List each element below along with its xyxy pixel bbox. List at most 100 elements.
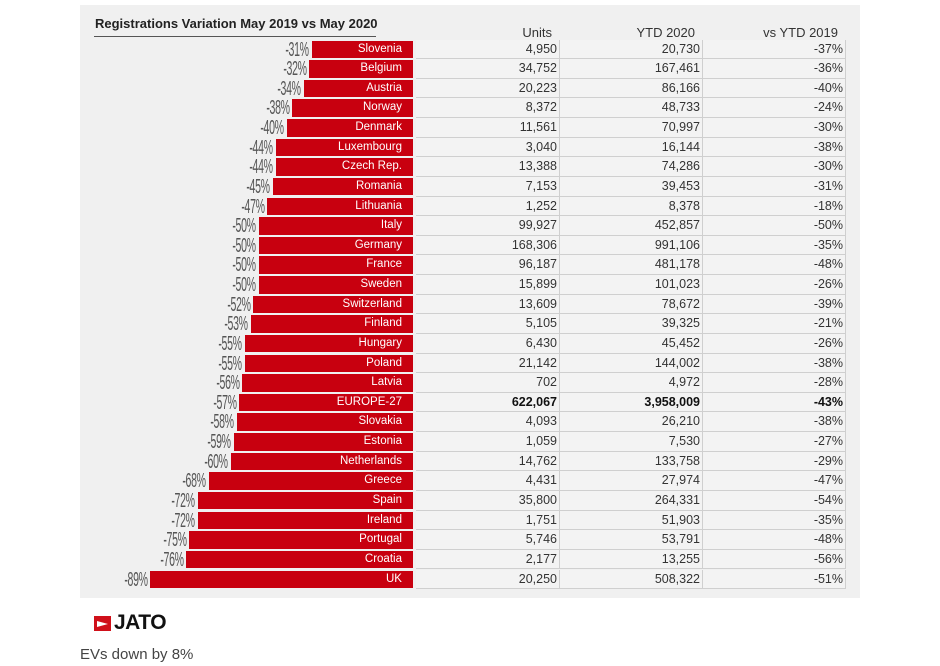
vs-ytd-2019-cell: -21% — [703, 314, 846, 334]
ytd-2020-cell: 264,331 — [560, 490, 703, 511]
variation-label: -34% — [277, 76, 301, 100]
vs-ytd-2019-cell: -30% — [703, 118, 846, 138]
bar: Belgium — [309, 60, 413, 78]
variation-label: -55% — [218, 351, 243, 375]
vs-ytd-2019-cell: -30% — [703, 157, 846, 177]
variation-label: -59% — [207, 430, 232, 453]
bar: France — [259, 256, 413, 274]
table-row: -55% Hungary 6,430 45,452 -26% — [0, 332, 940, 355]
units-cell: 34,752 — [416, 59, 560, 79]
units-cell: 5,105 — [416, 314, 560, 334]
ytd-2020-cell: 48,733 — [560, 98, 703, 118]
ytd-2020-cell: 4,972 — [560, 373, 703, 393]
vs-ytd-2019-cell: -40% — [703, 78, 846, 99]
units-cell: 8,372 — [416, 98, 560, 118]
variation-label: -44% — [249, 155, 273, 179]
variation-label: -50% — [232, 214, 257, 238]
ytd-2020-cell: 78,672 — [560, 294, 703, 315]
ytd-2020-cell: 39,453 — [560, 176, 703, 197]
ytd-2020-cell: 27,974 — [560, 471, 703, 491]
table-row: -47% Lithuania 1,252 8,378 -18% — [0, 195, 940, 217]
table-row: -50% Germany 168,306 991,106 -35% — [0, 233, 940, 257]
units-cell: 622,067 — [416, 392, 560, 413]
bar: Latvia — [242, 374, 413, 392]
units-cell: 4,093 — [416, 412, 560, 433]
vs-ytd-2019-cell: -18% — [703, 196, 846, 217]
vs-ytd-2019-cell: -56% — [703, 549, 846, 570]
ytd-2020-cell: 3,958,009 — [560, 392, 703, 413]
vs-ytd-2019-cell: -28% — [703, 373, 846, 393]
table-row: -59% Estonia 1,059 7,530 -27% — [0, 430, 940, 453]
table-row: -50% France 96,187 481,178 -48% — [0, 253, 940, 277]
units-cell: 35,800 — [416, 490, 560, 511]
bar: Italy — [259, 217, 413, 235]
bar: Portugal — [189, 531, 413, 549]
vs-ytd-2019-cell: -29% — [703, 451, 846, 472]
table-row: -68% Greece 4,431 27,974 -47% — [0, 469, 940, 492]
variation-label: -31% — [285, 37, 310, 61]
bar: UK — [150, 570, 413, 588]
bar: Slovakia — [236, 413, 413, 431]
bar: Switzerland — [253, 295, 413, 314]
variation-label: -75% — [162, 528, 187, 552]
vs-ytd-2019-cell: -38% — [703, 353, 846, 374]
table-row: -58% Slovakia 4,093 26,210 -38% — [0, 410, 940, 434]
table-row: -72% Ireland 1,751 51,903 -35% — [0, 509, 940, 532]
units-cell: 14,762 — [416, 451, 560, 472]
table-row: -34% Austria 20,223 86,166 -40% — [0, 76, 940, 100]
variation-label: -50% — [232, 253, 257, 277]
ytd-2020-cell: 74,286 — [560, 157, 703, 177]
table-row: -53% Finland 5,105 39,325 -21% — [0, 312, 940, 336]
bar: Slovenia — [312, 40, 413, 58]
table-row: -57% EUROPE-27 622,067 3,958,009 -43% — [0, 391, 940, 414]
units-cell: 13,388 — [416, 157, 560, 177]
units-cell: 13,609 — [416, 294, 560, 315]
ytd-2020-cell: 70,997 — [560, 118, 703, 138]
table-row: -31% Slovenia 4,950 20,730 -37% — [0, 37, 940, 61]
ytd-2020-cell: 133,758 — [560, 451, 703, 472]
jato-logo-icon — [94, 615, 111, 631]
vs-ytd-2019-cell: -27% — [703, 432, 846, 452]
ytd-2020-cell: 53,791 — [560, 530, 703, 550]
table-row: -44% Czech Rep. 13,388 74,286 -30% — [0, 155, 940, 179]
ytd-2020-cell: 20,730 — [560, 39, 703, 60]
bar: Germany — [259, 236, 413, 255]
ytd-2020-cell: 39,325 — [560, 314, 703, 334]
table-row: -44% Luxembourg 3,040 16,144 -38% — [0, 136, 940, 159]
ytd-2020-cell: 13,255 — [560, 549, 703, 570]
bar: Austria — [303, 79, 413, 98]
ytd-2020-cell: 16,144 — [560, 137, 703, 158]
units-cell: 702 — [416, 373, 560, 393]
table-row: -32% Belgium 34,752 167,461 -36% — [0, 57, 940, 80]
units-cell: 1,751 — [416, 510, 560, 531]
variation-label: -50% — [232, 233, 257, 257]
units-cell: 4,950 — [416, 39, 560, 60]
variation-label: -53% — [224, 312, 248, 336]
table-row: -56% Latvia 702 4,972 -28% — [0, 371, 940, 394]
vs-ytd-2019-cell: -26% — [703, 333, 846, 354]
bar: Netherlands — [231, 452, 413, 471]
variation-label: -38% — [266, 96, 290, 120]
table-row: -76% Croatia 2,177 13,255 -56% — [0, 548, 940, 571]
bar: EUROPE-27 — [239, 393, 413, 412]
bar: Lithuania — [267, 197, 413, 216]
ytd-2020-cell: 144,002 — [560, 353, 703, 374]
bar: Hungary — [245, 334, 413, 353]
ytd-2020-cell: 7,530 — [560, 432, 703, 452]
ytd-2020-cell: 167,461 — [560, 59, 703, 79]
title-underline — [94, 36, 376, 37]
vs-ytd-2019-cell: -38% — [703, 137, 846, 158]
vs-ytd-2019-cell: -54% — [703, 490, 846, 511]
bar: Greece — [208, 472, 413, 490]
units-cell: 3,040 — [416, 137, 560, 158]
variation-label: -45% — [246, 175, 271, 198]
bar: Finland — [250, 315, 413, 333]
ytd-2020-cell: 51,903 — [560, 510, 703, 531]
variation-label: -58% — [210, 410, 234, 434]
bar: Sweden — [259, 276, 413, 294]
units-cell: 11,561 — [416, 118, 560, 138]
units-cell: 99,927 — [416, 216, 560, 236]
table-row: -89% UK 20,250 508,322 -51% — [0, 568, 940, 590]
bar: Luxembourg — [275, 138, 413, 157]
table-row: -72% Spain 35,800 264,331 -54% — [0, 489, 940, 512]
